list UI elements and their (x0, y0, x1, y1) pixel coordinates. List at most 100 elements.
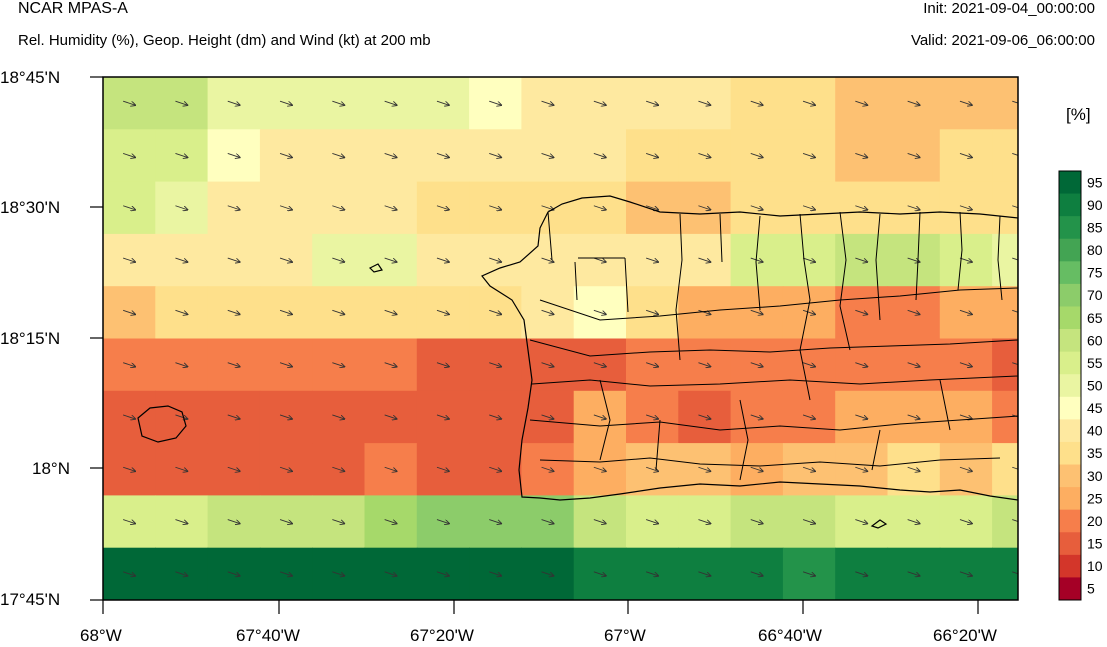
wind-arrow-icon (855, 571, 867, 576)
wind-arrow-icon (227, 519, 240, 524)
wind-arrow-icon (593, 309, 606, 314)
wind-arrow-icon (175, 571, 187, 576)
wind-arrow-icon (698, 624, 710, 628)
wind-arrow-icon (1065, 101, 1077, 105)
colorbar-label: 65 (1087, 310, 1103, 326)
wind-arrow-icon (855, 466, 867, 471)
wind-arrow-icon (175, 257, 187, 262)
wind-arrow-icon (646, 309, 658, 314)
wind-arrow-icon (175, 519, 187, 524)
wind-arrow-icon (489, 257, 501, 262)
wind-arrow-icon (593, 414, 606, 419)
wind-arrow-icon (907, 100, 920, 105)
lon-label-1: 67°40'W (236, 626, 300, 645)
wind-arrow-icon (802, 414, 815, 419)
wind-arrow-icon (802, 153, 815, 157)
wind-arrow-icon (123, 624, 135, 628)
lat-label-2: 18°15'N (0, 329, 61, 348)
wind-arrow-icon (541, 362, 554, 367)
wind-arrow-icon (907, 205, 920, 210)
colorbar-label: 40 (1087, 423, 1103, 439)
wind-arrow-icon (384, 519, 397, 524)
wind-arrow-icon (541, 257, 554, 262)
wind-arrow-icon (489, 362, 501, 367)
wind-arrow-icon (279, 153, 292, 157)
wind-arrow-icon (1012, 100, 1018, 104)
wind-arrow-icon (959, 257, 972, 262)
wind-arrow-icon (802, 100, 815, 105)
wind-arrow-icon (593, 362, 606, 367)
colorbar-swatch (1059, 577, 1081, 601)
wind-arrow-icon (593, 153, 606, 157)
wind-arrow-icon (332, 466, 344, 471)
wind-arrow-icon (384, 309, 397, 314)
wind-arrow-icon (436, 519, 449, 524)
wind-arrow-icon (332, 205, 344, 210)
wind-arrow-icon (332, 153, 344, 157)
wind-arrow-icon (123, 414, 135, 419)
wind-arrow-icon (332, 100, 344, 105)
colorbar-swatch (1059, 261, 1081, 285)
wind-arrow-icon (646, 362, 658, 367)
wind-arrow-icon (489, 466, 501, 471)
colorbar-label: 20 (1087, 513, 1103, 529)
colorbar-label: 95 (1087, 174, 1103, 190)
lon-label-5: 66°20'W (933, 626, 997, 645)
humidity-cell (992, 495, 1018, 549)
wind-arrow-icon (907, 571, 920, 576)
colorbar-swatch (1059, 283, 1081, 307)
wind-arrow-icon (175, 153, 187, 157)
wind-arrow-icon (227, 153, 240, 157)
humidity-cell (469, 600, 522, 647)
wind-arrow-icon (646, 466, 658, 471)
wind-arrow-icon (959, 362, 972, 367)
wind-arrow-icon (489, 414, 501, 419)
humidity-cell (835, 600, 888, 647)
humidity-cell (992, 600, 1045, 647)
wind-arrow-icon (384, 414, 397, 419)
wind-arrow-icon (541, 205, 554, 210)
wind-arrow-icon (279, 100, 292, 105)
wind-arrow-icon (279, 309, 292, 314)
wind-arrow-icon (175, 362, 187, 367)
wind-arrow-icon (541, 519, 554, 524)
wind-arrow-icon (698, 362, 710, 367)
colorbar-label: 15 (1087, 536, 1103, 552)
humidity-cell (1044, 600, 1097, 647)
colorbar-swatch (1059, 171, 1081, 194)
wind-arrow-icon (1065, 624, 1077, 628)
wind-arrow-icon (593, 257, 606, 262)
wind-arrow-icon (855, 362, 867, 367)
wind-arrow-icon (855, 309, 867, 314)
wind-arrow-icon (908, 624, 920, 628)
wind-arrow-icon (959, 309, 972, 314)
colorbar-label: 10 (1087, 558, 1103, 574)
colorbar-label: 30 (1087, 468, 1103, 484)
colorbar-unit: [%] (1066, 105, 1091, 124)
colorbar-swatch (1059, 329, 1081, 353)
lon-label-3: 67°W (604, 626, 646, 645)
wind-arrow-icon (332, 362, 344, 367)
wind-arrow-icon (541, 571, 554, 576)
wind-arrow-icon (750, 414, 763, 419)
wind-arrow-icon (907, 414, 920, 419)
wind-arrow-icon (279, 414, 292, 419)
wind-arrow-icon (279, 519, 292, 524)
wind-arrow-icon (646, 519, 658, 524)
wind-arrow-icon (123, 205, 135, 210)
field-title: Rel. Humidity (%), Geop. Height (dm) and… (18, 32, 431, 49)
wind-arrow-icon (750, 309, 763, 314)
wind-arrow-icon (646, 414, 658, 419)
wind-arrow-icon (750, 519, 763, 524)
wind-arrow-icon (436, 205, 449, 210)
wind-arrow-icon (227, 257, 240, 262)
humidity-cell (992, 443, 1018, 496)
lon-label-2: 67°20'W (410, 626, 474, 645)
colorbar-swatch (1059, 532, 1081, 556)
wind-arrow-icon (279, 205, 292, 210)
wind-arrow-icon (959, 414, 972, 419)
wind-arrow-icon (541, 466, 554, 471)
wind-arrow-icon (698, 414, 710, 419)
lat-label-4: 17°45'N (0, 590, 61, 609)
desecheo-island (368, 263, 383, 273)
